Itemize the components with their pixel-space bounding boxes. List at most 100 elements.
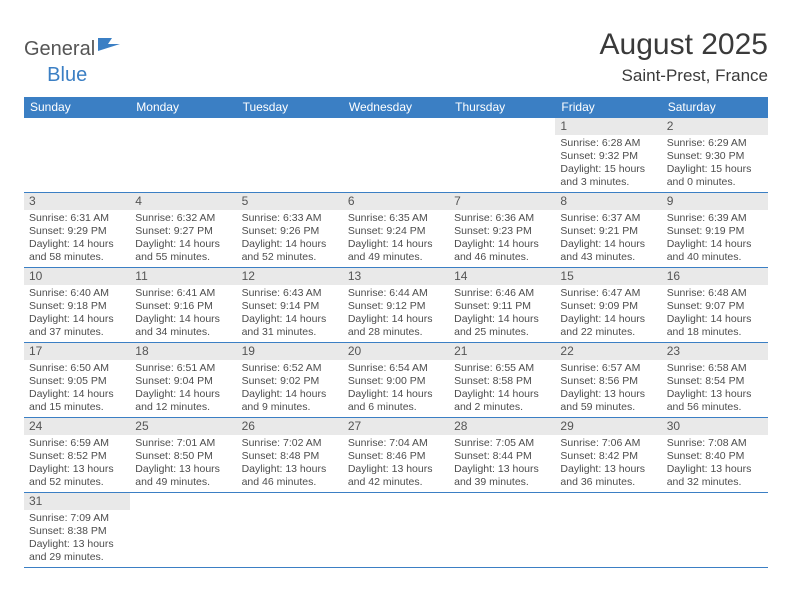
sunrise-line: Sunrise: 7:05 AM [454,437,550,450]
day-number: 9 [662,193,768,210]
sunset-line: Sunset: 8:56 PM [560,375,656,388]
sunset-line: Sunset: 8:38 PM [29,525,125,538]
daylight-line: Daylight: 13 hours and 52 minutes. [29,463,125,489]
day-number: 30 [662,418,768,435]
sunset-line: Sunset: 8:46 PM [348,450,444,463]
title-month: August 2025 [600,28,768,62]
sunrise-line: Sunrise: 6:28 AM [560,137,656,150]
weekday-header: Sunday [24,97,130,118]
daylight-line: Daylight: 14 hours and 25 minutes. [454,313,550,339]
sunrise-line: Sunrise: 6:44 AM [348,287,444,300]
sunset-line: Sunset: 9:02 PM [242,375,338,388]
calendar-cell: 26Sunrise: 7:02 AMSunset: 8:48 PMDayligh… [237,418,343,493]
sunrise-line: Sunrise: 6:58 AM [667,362,763,375]
day-number: 23 [662,343,768,360]
sunset-line: Sunset: 9:24 PM [348,225,444,238]
sunset-line: Sunset: 9:07 PM [667,300,763,313]
weekday-header: Wednesday [343,97,449,118]
calendar-cell: 14Sunrise: 6:46 AMSunset: 9:11 PMDayligh… [449,268,555,343]
calendar-cell: 9Sunrise: 6:39 AMSunset: 9:19 PMDaylight… [662,193,768,268]
sunset-line: Sunset: 9:29 PM [29,225,125,238]
sunrise-line: Sunrise: 6:36 AM [454,212,550,225]
sunrise-line: Sunrise: 6:51 AM [135,362,231,375]
sunrise-line: Sunrise: 7:04 AM [348,437,444,450]
calendar-cell: 3Sunrise: 6:31 AMSunset: 9:29 PMDaylight… [24,193,130,268]
day-number: 5 [237,193,343,210]
daylight-line: Daylight: 14 hours and 15 minutes. [29,388,125,414]
sunrise-line: Sunrise: 6:32 AM [135,212,231,225]
daylight-line: Daylight: 13 hours and 46 minutes. [242,463,338,489]
logo: General [24,34,120,64]
sunrise-line: Sunrise: 6:43 AM [242,287,338,300]
day-number: 25 [130,418,236,435]
daylight-line: Daylight: 13 hours and 32 minutes. [667,463,763,489]
day-details: Sunrise: 7:01 AMSunset: 8:50 PMDaylight:… [130,435,236,492]
sunrise-line: Sunrise: 7:06 AM [560,437,656,450]
sunrise-line: Sunrise: 6:48 AM [667,287,763,300]
daylight-line: Daylight: 14 hours and 58 minutes. [29,238,125,264]
daylight-line: Daylight: 14 hours and 22 minutes. [560,313,656,339]
calendar-cell: 21Sunrise: 6:55 AMSunset: 8:58 PMDayligh… [449,343,555,418]
day-details: Sunrise: 6:35 AMSunset: 9:24 PMDaylight:… [343,210,449,267]
day-details: Sunrise: 6:36 AMSunset: 9:23 PMDaylight:… [449,210,555,267]
daylight-line: Daylight: 14 hours and 46 minutes. [454,238,550,264]
sunset-line: Sunset: 8:54 PM [667,375,763,388]
day-number: 21 [449,343,555,360]
weekday-header: Monday [130,97,236,118]
daylight-line: Daylight: 15 hours and 3 minutes. [560,163,656,189]
day-details: Sunrise: 6:54 AMSunset: 9:00 PMDaylight:… [343,360,449,417]
sunset-line: Sunset: 8:48 PM [242,450,338,463]
day-details: Sunrise: 6:57 AMSunset: 8:56 PMDaylight:… [555,360,661,417]
day-number: 11 [130,268,236,285]
calendar-cell: 12Sunrise: 6:43 AMSunset: 9:14 PMDayligh… [237,268,343,343]
sunrise-line: Sunrise: 6:46 AM [454,287,550,300]
sunrise-line: Sunrise: 7:02 AM [242,437,338,450]
daylight-line: Daylight: 13 hours and 59 minutes. [560,388,656,414]
daylight-line: Daylight: 14 hours and 18 minutes. [667,313,763,339]
calendar-cell: 1Sunrise: 6:28 AMSunset: 9:32 PMDaylight… [555,118,661,193]
sunset-line: Sunset: 8:44 PM [454,450,550,463]
calendar-cell [130,118,236,193]
calendar-cell: 22Sunrise: 6:57 AMSunset: 8:56 PMDayligh… [555,343,661,418]
calendar-cell: 20Sunrise: 6:54 AMSunset: 9:00 PMDayligh… [343,343,449,418]
sunrise-line: Sunrise: 6:35 AM [348,212,444,225]
calendar-cell: 31Sunrise: 7:09 AMSunset: 8:38 PMDayligh… [24,493,130,568]
sunset-line: Sunset: 9:16 PM [135,300,231,313]
sunrise-line: Sunrise: 6:52 AM [242,362,338,375]
day-details: Sunrise: 6:51 AMSunset: 9:04 PMDaylight:… [130,360,236,417]
sunset-line: Sunset: 9:23 PM [454,225,550,238]
calendar-cell: 6Sunrise: 6:35 AMSunset: 9:24 PMDaylight… [343,193,449,268]
day-number: 22 [555,343,661,360]
day-details: Sunrise: 7:08 AMSunset: 8:40 PMDaylight:… [662,435,768,492]
day-number: 24 [24,418,130,435]
day-details: Sunrise: 6:39 AMSunset: 9:19 PMDaylight:… [662,210,768,267]
sunset-line: Sunset: 9:14 PM [242,300,338,313]
daylight-line: Daylight: 14 hours and 12 minutes. [135,388,231,414]
weekday-header: Thursday [449,97,555,118]
day-details: Sunrise: 7:04 AMSunset: 8:46 PMDaylight:… [343,435,449,492]
day-number: 10 [24,268,130,285]
day-details: Sunrise: 6:31 AMSunset: 9:29 PMDaylight:… [24,210,130,267]
daylight-line: Daylight: 14 hours and 52 minutes. [242,238,338,264]
calendar-cell: 23Sunrise: 6:58 AMSunset: 8:54 PMDayligh… [662,343,768,418]
calendar-cell [662,493,768,568]
weekday-header: Tuesday [237,97,343,118]
logo-flag-icon [98,34,120,57]
day-number: 7 [449,193,555,210]
day-number: 29 [555,418,661,435]
sunrise-line: Sunrise: 7:08 AM [667,437,763,450]
sunset-line: Sunset: 8:42 PM [560,450,656,463]
title-location: Saint-Prest, France [600,66,768,86]
calendar-cell [237,118,343,193]
day-details: Sunrise: 6:33 AMSunset: 9:26 PMDaylight:… [237,210,343,267]
sunset-line: Sunset: 8:50 PM [135,450,231,463]
day-details: Sunrise: 6:29 AMSunset: 9:30 PMDaylight:… [662,135,768,192]
calendar-row: 1Sunrise: 6:28 AMSunset: 9:32 PMDaylight… [24,118,768,193]
sunset-line: Sunset: 9:26 PM [242,225,338,238]
daylight-line: Daylight: 14 hours and 55 minutes. [135,238,231,264]
sunrise-line: Sunrise: 6:40 AM [29,287,125,300]
day-number: 2 [662,118,768,135]
day-details: Sunrise: 6:48 AMSunset: 9:07 PMDaylight:… [662,285,768,342]
sunset-line: Sunset: 9:05 PM [29,375,125,388]
sunrise-line: Sunrise: 6:55 AM [454,362,550,375]
